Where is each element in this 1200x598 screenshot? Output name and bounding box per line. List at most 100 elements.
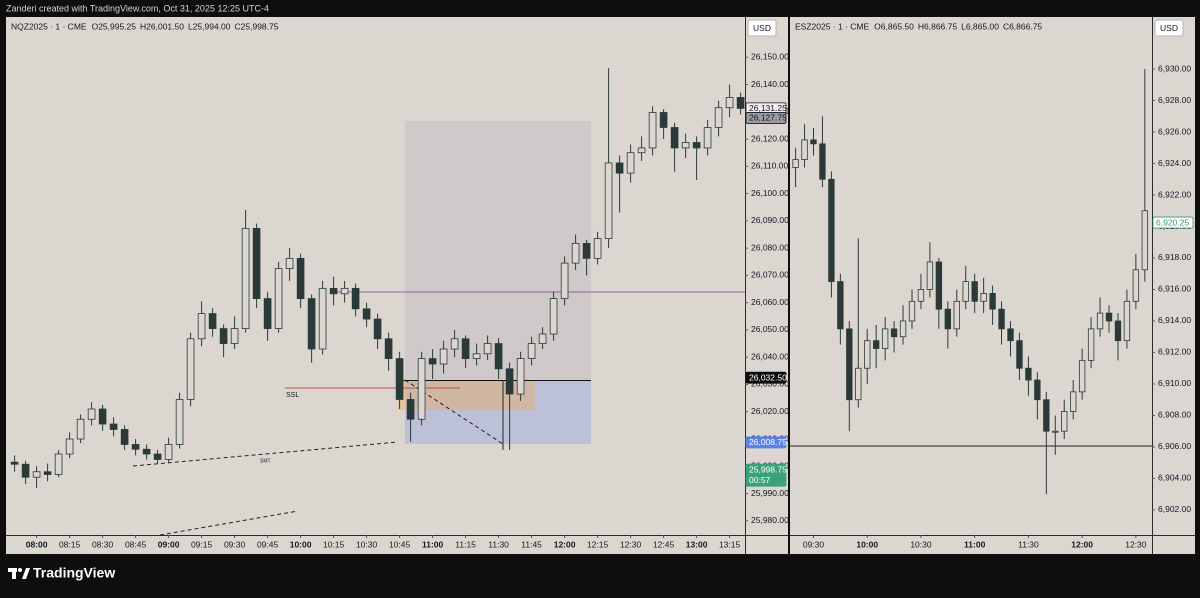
candle-body — [274, 268, 283, 329]
candle-body — [230, 328, 239, 344]
y-tick-label: 26,030.00 — [751, 379, 789, 389]
x-tick-label: 13:00 — [686, 539, 708, 549]
candle-body — [1132, 269, 1140, 302]
ohlc-legend: C25,998.75 — [235, 21, 279, 31]
x-tick-label: 11:00 — [964, 539, 986, 549]
ohlc-legend: L25,994.00 — [188, 21, 231, 31]
ohlc-legend: O6,865.50 — [874, 21, 914, 31]
candle-body — [659, 112, 668, 128]
price-label-box — [745, 112, 787, 124]
candle-body — [483, 343, 492, 355]
y-tick-label: 6,914.00 — [1158, 315, 1191, 325]
y-tick-label: 26,120.00 — [751, 133, 789, 143]
candle-body — [828, 178, 835, 283]
candle-body — [285, 257, 294, 269]
annotation: SSL — [286, 392, 299, 399]
candle-body — [516, 358, 525, 395]
price-label-box — [745, 463, 787, 487]
candle-body — [307, 298, 316, 350]
candles — [10, 68, 745, 489]
candle-body — [186, 338, 195, 400]
candle-body — [560, 262, 569, 299]
candle-body — [549, 298, 558, 335]
y-tick-label: 26,110.00 — [751, 161, 788, 171]
candle-body — [864, 340, 871, 369]
candle-body — [1141, 210, 1149, 271]
trend-line — [159, 510, 299, 536]
candle-body — [87, 408, 96, 420]
footer-brand: TradingView — [33, 565, 115, 581]
left-panel — [6, 17, 788, 554]
x-tick-label: 09:15 — [191, 539, 213, 549]
ohlc-legend: C6,866.75 — [1003, 21, 1042, 31]
candle-body — [120, 429, 129, 445]
candle-body — [917, 289, 925, 302]
price-label: 6,920.25 — [1156, 217, 1189, 227]
candle-body — [714, 107, 723, 128]
y-tick-label: 26,020.00 — [751, 406, 789, 416]
candle-body — [962, 281, 969, 302]
x-tick-label: 10:45 — [389, 539, 411, 549]
candle-body — [219, 328, 228, 344]
candle-body — [837, 281, 844, 330]
candle-body — [208, 313, 217, 329]
x-tick-label: 10:15 — [323, 539, 345, 549]
candle-body — [670, 127, 679, 149]
price-label-box — [1152, 216, 1194, 229]
candle-body — [10, 461, 19, 465]
y-tick-label: 6,924.00 — [1158, 158, 1191, 168]
x-tick-label: 12:45 — [653, 539, 675, 549]
y-tick-label: 26,050.00 — [751, 324, 789, 334]
x-tick-label: 12:00 — [554, 539, 576, 549]
x-tick-label: 12:00 — [1071, 539, 1093, 549]
candle-body — [681, 142, 690, 149]
y-tick-label: 6,910.00 — [1158, 378, 1191, 388]
y-tick-label: 6,930.00 — [1158, 63, 1191, 73]
y-tick-label: 26,100.00 — [751, 188, 789, 198]
candle-body — [1114, 320, 1122, 342]
candle-body — [1052, 430, 1059, 433]
candle-body — [351, 287, 360, 310]
logo-part — [12, 568, 16, 579]
smt-line — [132, 441, 399, 467]
currency: USD — [753, 23, 771, 33]
candle-body — [43, 471, 52, 475]
candle-body — [881, 328, 889, 349]
ohlc-legend: O25,995.25 — [92, 21, 137, 31]
candle-body — [1087, 328, 1095, 361]
candle-body — [1070, 391, 1077, 412]
footer-logo — [8, 568, 30, 579]
drawings — [132, 121, 745, 536]
candle-body — [450, 338, 459, 350]
candle-body — [329, 287, 338, 295]
candle-body — [318, 287, 327, 350]
x-tick-label: 08:00 — [26, 539, 48, 549]
price-label-box — [745, 436, 787, 449]
candle-body — [76, 418, 85, 440]
x-tick-label: 12:30 — [1125, 539, 1147, 549]
logo-part — [18, 568, 22, 572]
candle-body — [890, 328, 898, 338]
y-tick-label: 6,918.00 — [1158, 252, 1191, 262]
price-label-box — [745, 371, 787, 384]
candle-body — [1061, 411, 1068, 432]
candle-body — [615, 162, 624, 174]
y-tick-label: 26,090.00 — [751, 215, 789, 225]
y-tick-label: 6,908.00 — [1158, 410, 1191, 420]
x-tick-label: 10:30 — [910, 539, 932, 549]
candle-body — [362, 308, 371, 320]
candle-body — [1034, 379, 1041, 401]
candle-body — [505, 368, 514, 395]
x-tick-label: 10:30 — [356, 539, 378, 549]
candle-body — [461, 338, 470, 359]
candle-body — [989, 293, 996, 310]
candle-body — [417, 358, 426, 420]
y-tick-label: 6,916.00 — [1158, 284, 1191, 294]
candle-body — [819, 143, 826, 180]
candle-body — [792, 159, 799, 168]
x-tick-label: 08:45 — [125, 539, 147, 549]
candle-body — [373, 318, 382, 340]
candle-body — [153, 453, 162, 460]
y-tick-label: 25,980.00 — [751, 515, 789, 525]
